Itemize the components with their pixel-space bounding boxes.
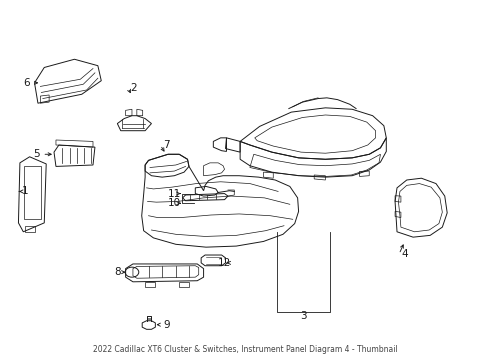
Text: 10: 10 [168, 198, 181, 208]
Text: 8: 8 [114, 267, 121, 277]
Text: 7: 7 [163, 140, 170, 150]
Text: 11: 11 [168, 189, 181, 199]
Text: 9: 9 [164, 320, 171, 330]
Text: 1: 1 [22, 186, 28, 197]
Text: 6: 6 [24, 78, 30, 88]
Text: 2: 2 [131, 83, 137, 93]
Text: 4: 4 [401, 249, 408, 259]
Text: 3: 3 [300, 311, 307, 321]
Text: 5: 5 [33, 149, 40, 159]
Text: 2022 Cadillac XT6 Cluster & Switches, Instrument Panel Diagram 4 - Thumbnail: 2022 Cadillac XT6 Cluster & Switches, In… [93, 345, 397, 354]
Text: 12: 12 [218, 258, 231, 268]
